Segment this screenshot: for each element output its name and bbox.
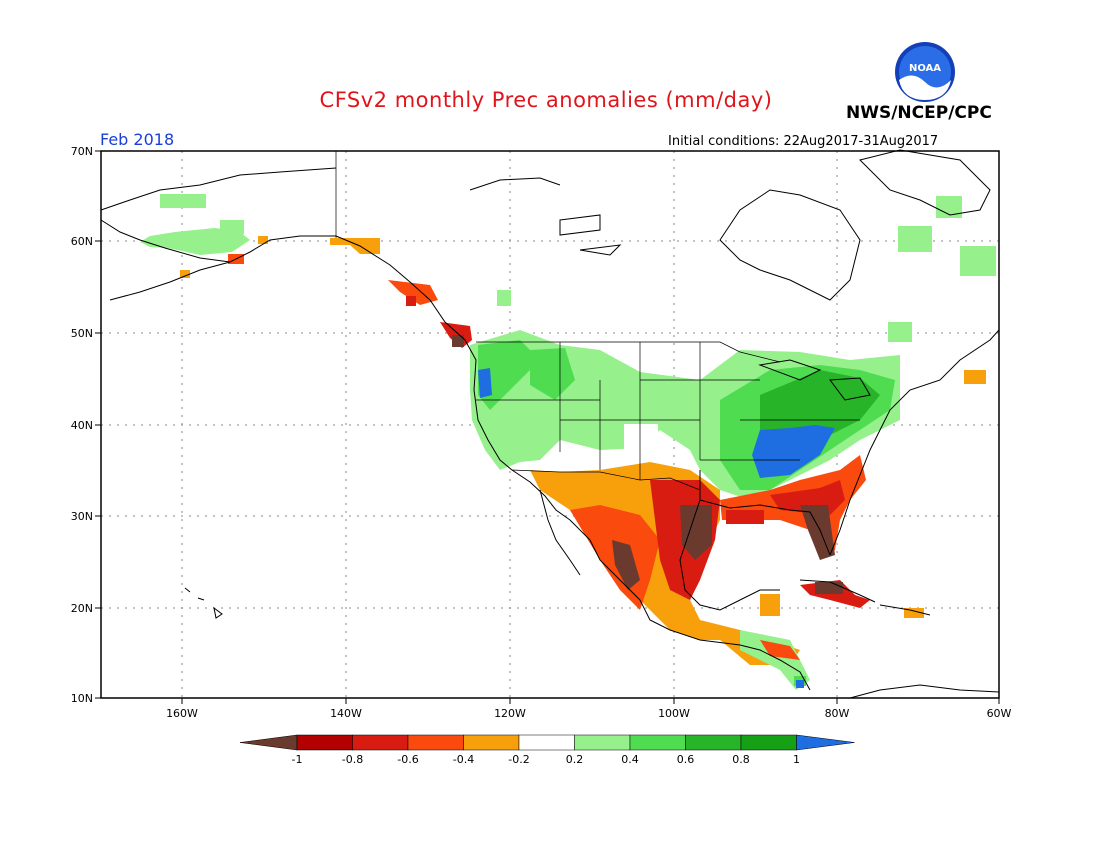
legend-tick-label: 0.2 bbox=[566, 753, 584, 766]
legend-swatch bbox=[463, 734, 520, 751]
legend-swatch bbox=[629, 734, 686, 751]
legend-tick-label: 0.6 bbox=[677, 753, 695, 766]
legend-tick-label: -0.8 bbox=[342, 753, 363, 766]
map-frame bbox=[100, 150, 1000, 699]
legend-arrow-high bbox=[796, 734, 855, 751]
lat-label-60n: 60N bbox=[71, 235, 93, 248]
political-boundaries bbox=[335, 151, 860, 491]
legend-swatch bbox=[407, 734, 464, 751]
initial-conditions-label: Initial conditions: 22Aug2017-31Aug2017 bbox=[668, 134, 939, 149]
logo-text: NOAA bbox=[909, 63, 941, 74]
legend-swatch bbox=[518, 734, 575, 751]
legend-tick-label: -0.4 bbox=[453, 753, 474, 766]
legend-tick-label: 0.4 bbox=[621, 753, 639, 766]
legend-tick-label: 0.8 bbox=[732, 753, 750, 766]
agency-label: NWS/NCEP/CPC bbox=[846, 103, 992, 123]
legend-swatch bbox=[685, 734, 742, 751]
lon-label-60w: 60W bbox=[987, 707, 1012, 720]
tick-marks bbox=[95, 150, 1000, 704]
target-month-label: Feb 2018 bbox=[100, 130, 175, 149]
lon-label-100w: 100W bbox=[658, 707, 690, 720]
noaa-logo-icon: NOAA bbox=[895, 42, 955, 102]
lon-label-140w: 140W bbox=[330, 707, 362, 720]
lat-label-10n: 10N bbox=[71, 692, 93, 705]
lat-label-20n: 20N bbox=[71, 602, 93, 615]
lat-label-30n: 30N bbox=[71, 510, 93, 523]
lon-label-80w: 80W bbox=[825, 707, 850, 720]
legend-swatch bbox=[296, 734, 353, 751]
legend-swatch bbox=[740, 734, 797, 751]
lat-label-70n: 70N bbox=[71, 145, 93, 158]
lon-labels: 160W 140W 120W 100W 80W 60W bbox=[166, 707, 1011, 720]
lat-labels: 70N 60N 50N 40N 30N 20N 10N bbox=[71, 145, 93, 705]
legend-arrow-low bbox=[239, 734, 298, 751]
legend-tick-label: -1 bbox=[292, 753, 303, 766]
coastlines bbox=[100, 149, 1000, 699]
legend-tick-label: 1 bbox=[793, 753, 800, 766]
lon-label-120w: 120W bbox=[494, 707, 526, 720]
gridlines bbox=[101, 151, 999, 698]
legend-colorbar: -1 -0.8 -0.6 -0.4 -0.2 0.2 0.4 0.6 0.8 1 bbox=[239, 734, 855, 766]
anomaly-shading bbox=[140, 194, 996, 690]
lat-label-50n: 50N bbox=[71, 327, 93, 340]
legend-tick-label: -0.6 bbox=[397, 753, 418, 766]
lat-label-40n: 40N bbox=[71, 419, 93, 432]
chart-title: CFSv2 monthly Prec anomalies (mm/day) bbox=[319, 88, 773, 112]
legend-swatch bbox=[574, 734, 631, 751]
legend-swatch bbox=[352, 734, 409, 751]
lon-label-160w: 160W bbox=[166, 707, 198, 720]
legend-tick-label: -0.2 bbox=[508, 753, 529, 766]
